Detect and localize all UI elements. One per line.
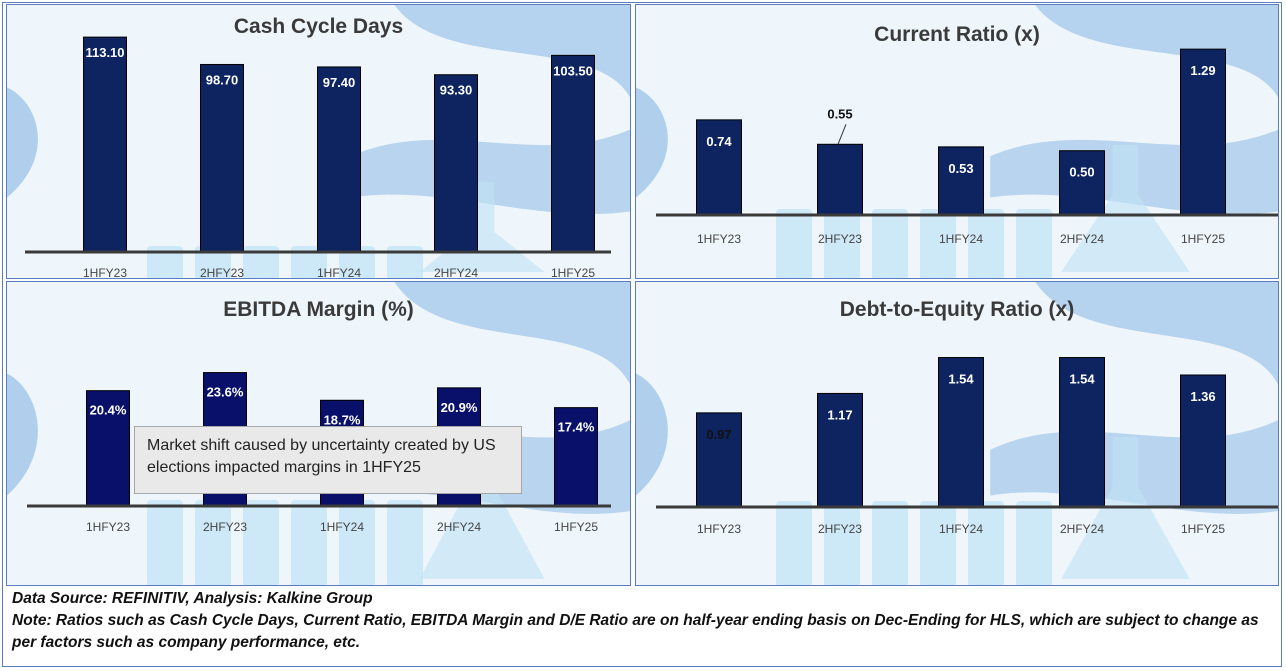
bar-1HFY24	[938, 146, 984, 216]
data-label: 0.50	[1069, 165, 1094, 180]
chart-debt-to-equity: 0.97 1HFY23 1.17 2HFY23 1.54 1HFY24 1.54 2HFY24…	[636, 282, 1278, 585]
x-tick-label: 1HFY23	[83, 266, 127, 279]
background-decoration	[636, 282, 1278, 585]
data-label: 1.29	[1190, 63, 1215, 78]
plot-area: 113.10 1HFY23 98.70 2HFY23 97.40 1HFY24 93.30 2…	[25, 36, 611, 279]
bar-2HFY23	[817, 143, 863, 216]
bar-2HFY24	[1059, 357, 1105, 508]
data-label: 97.40	[323, 75, 356, 90]
x-tick-label: 1HFY23	[697, 522, 741, 536]
data-label: 98.70	[206, 72, 239, 87]
data-label: 0.55	[827, 106, 852, 121]
data-label: 1.17	[827, 407, 852, 422]
x-tick-label: 1HFY25	[1181, 522, 1225, 536]
x-tick-label: 2HFY23	[818, 522, 862, 536]
data-label: 0.53	[948, 161, 973, 176]
bar-2HFY23	[200, 63, 244, 253]
chart-panel-current-ratio: 0.74 1HFY23 0.55 2HFY23 0.53 1HFY24 0.50 2HFY24…	[635, 4, 1279, 279]
x-tick-label: 2HFY23	[203, 520, 247, 534]
footer: Data Source: REFINITIV, Analysis: Kalkin…	[12, 588, 1282, 654]
data-label: 0.74	[706, 134, 732, 149]
data-label: 1.54	[948, 372, 974, 387]
data-label: 93.30	[440, 83, 473, 98]
plot-area: 0.97 1HFY23 1.17 2HFY23 1.54 1HFY24 1.54 2HFY24…	[656, 357, 1278, 536]
data-label: 1.54	[1069, 372, 1095, 387]
bar-2HFY24	[1059, 150, 1105, 216]
data-label-leader	[837, 124, 847, 145]
chart-title: Cash Cycle Days	[233, 15, 404, 38]
x-tick-label: 1HFY24	[939, 232, 983, 246]
x-tick-label: 1HFY25	[554, 520, 598, 534]
x-tick-label: 1HFY23	[697, 232, 741, 246]
x-tick-label: 1HFY25	[1181, 232, 1225, 246]
chart-current-ratio: 0.74 1HFY23 0.55 2HFY23 0.53 1HFY24 0.50 2HFY24…	[636, 5, 1278, 278]
chart-title: Current Ratio (x)	[874, 23, 1040, 46]
bar-2HFY23	[817, 392, 863, 508]
x-tick-label: 2HFY23	[818, 232, 862, 246]
x-tick-label: 1HFY24	[317, 266, 361, 279]
bar-1HFY23	[83, 36, 127, 253]
x-tick-label: 2HFY24	[1060, 232, 1104, 246]
data-label: 20.4%	[90, 403, 127, 418]
x-tick-label: 2HFY24	[437, 520, 481, 534]
bar-1HFY25	[1180, 48, 1226, 216]
data-label: 113.10	[85, 45, 124, 60]
x-tick-label: 1HFY24	[320, 520, 364, 534]
bar-1HFY25	[554, 407, 598, 507]
bar-1HFY23	[696, 119, 742, 216]
methodology-note: Note: Ratios such as Cash Cycle Days, Cu…	[12, 612, 1259, 651]
chart-panel-cash-cycle-days: 113.10 1HFY23 98.70 2HFY23 97.40 1HFY24 93.30 2…	[6, 4, 631, 279]
x-tick-label: 1HFY23	[86, 520, 130, 534]
annotation-callout: Market shift caused by uncertainty creat…	[134, 426, 522, 494]
plot-area: 0.74 1HFY23 0.55 2HFY23 0.53 1HFY24 0.50 2HFY24…	[656, 48, 1278, 246]
bar-1HFY23	[696, 412, 742, 508]
data-label: 23.6%	[207, 385, 244, 400]
x-tick-label: 1HFY25	[551, 266, 595, 279]
data-label: 17.4%	[558, 420, 595, 435]
chart-cash-cycle-days: 113.10 1HFY23 98.70 2HFY23 97.40 1HFY24 93.30 2…	[7, 5, 630, 279]
bar-2HFY24	[434, 74, 478, 253]
bar-1HFY24	[317, 66, 361, 253]
x-tick-label: 2HFY24	[434, 266, 478, 279]
data-label: 103.50	[553, 63, 593, 78]
chart-panel-debt-to-equity: 0.97 1HFY23 1.17 2HFY23 1.54 1HFY24 1.54 2HFY24…	[635, 281, 1279, 586]
data-source-note: Data Source: REFINITIV, Analysis: Kalkin…	[12, 590, 373, 607]
data-label: 20.9%	[441, 400, 478, 415]
x-tick-label: 2HFY23	[200, 266, 244, 279]
chart-title: EBITDA Margin (%)	[223, 298, 414, 321]
x-tick-label: 2HFY24	[1060, 522, 1104, 536]
data-label: 18.7%	[324, 412, 361, 427]
bar-1HFY24	[938, 357, 984, 508]
data-label: 0.97	[706, 427, 731, 442]
data-label: 1.36	[1190, 389, 1215, 404]
chart-title: Debt-to-Equity Ratio (x)	[839, 298, 1075, 321]
bar-1HFY23	[86, 390, 130, 507]
x-tick-label: 1HFY24	[939, 522, 983, 536]
chart-panel-ebitda-margin: 20.4% 1HFY23 23.6% 2HFY23 18.7% 1HFY24 20.9% 2H…	[6, 281, 631, 586]
bar-1HFY25	[551, 54, 595, 253]
